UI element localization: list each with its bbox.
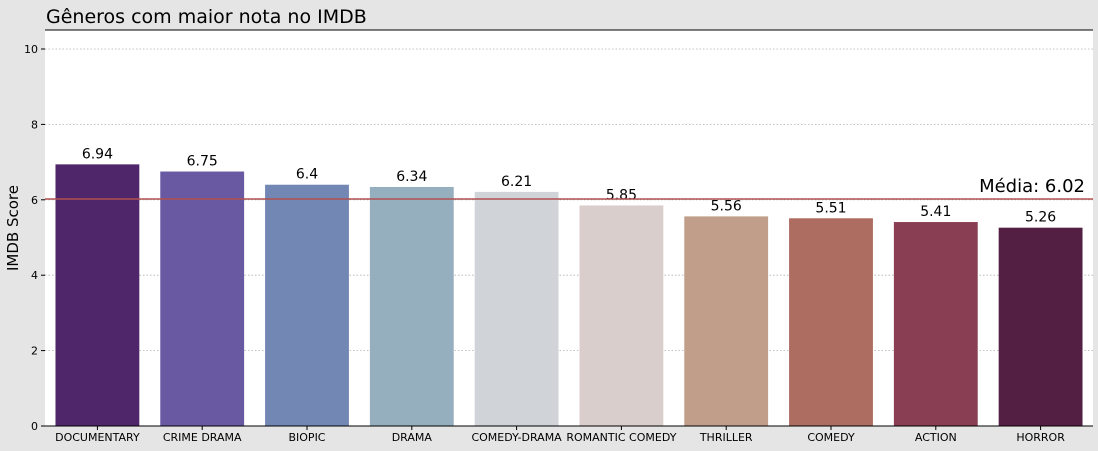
bar xyxy=(369,186,454,426)
x-tick-label: ACTION xyxy=(915,431,957,444)
bar xyxy=(160,171,245,426)
bar xyxy=(579,205,664,426)
bar xyxy=(55,164,140,426)
bars xyxy=(55,164,1083,426)
x-tick-label: DOCUMENTARY xyxy=(55,431,140,444)
bar xyxy=(998,227,1083,426)
y-tick-label: 10 xyxy=(24,43,38,56)
y-tick-label: 2 xyxy=(31,345,38,358)
chart-title: Gêneros com maior nota no IMDB xyxy=(46,6,367,28)
data-label: 6.75 xyxy=(187,154,218,170)
bar xyxy=(789,218,873,426)
x-tick-label: THRILLER xyxy=(699,431,753,444)
data-label: 5.85 xyxy=(606,187,637,203)
bar xyxy=(265,184,349,426)
data-label: 6.94 xyxy=(82,146,113,162)
x-tick-label: ROMANTIC COMEDY xyxy=(566,431,676,444)
x-axis-ticks: DOCUMENTARY CRIME DRAMA BIOPIC DRAMA COMEDY-… xyxy=(55,426,1065,444)
data-label: 5.56 xyxy=(711,198,742,214)
y-axis-ticks: 0 2 4 6 8 10 xyxy=(24,43,45,433)
data-label: 5.51 xyxy=(815,200,846,216)
y-tick-label: 6 xyxy=(31,194,38,207)
y-tick-label: 4 xyxy=(31,269,38,282)
x-tick-label: DRAMA xyxy=(392,431,433,444)
x-tick-label: CRIME DRAMA xyxy=(163,431,242,444)
y-axis-label: IMDB Score xyxy=(4,185,22,271)
data-label: 6.4 xyxy=(296,167,318,183)
data-label: 6.21 xyxy=(501,174,532,190)
data-label: 6.34 xyxy=(396,169,427,185)
x-tick-label: COMEDY-DRAMA xyxy=(471,431,562,444)
bar xyxy=(893,222,978,426)
bar xyxy=(684,216,769,426)
data-labels: 6.94 6.75 6.4 6.34 6.21 5.85 5.56 5.51 5.41 5.26 xyxy=(82,146,1056,225)
x-tick-label: COMEDY xyxy=(807,431,855,444)
bar xyxy=(474,191,559,426)
data-label: 5.26 xyxy=(1025,210,1056,226)
data-label: 5.41 xyxy=(920,204,951,220)
x-tick-label: HORROR xyxy=(1016,431,1065,444)
y-tick-label: 0 xyxy=(31,420,38,433)
x-tick-label: BIOPIC xyxy=(288,431,325,444)
y-tick-label: 8 xyxy=(31,118,38,131)
average-label: Média: 6.02 xyxy=(979,176,1085,197)
